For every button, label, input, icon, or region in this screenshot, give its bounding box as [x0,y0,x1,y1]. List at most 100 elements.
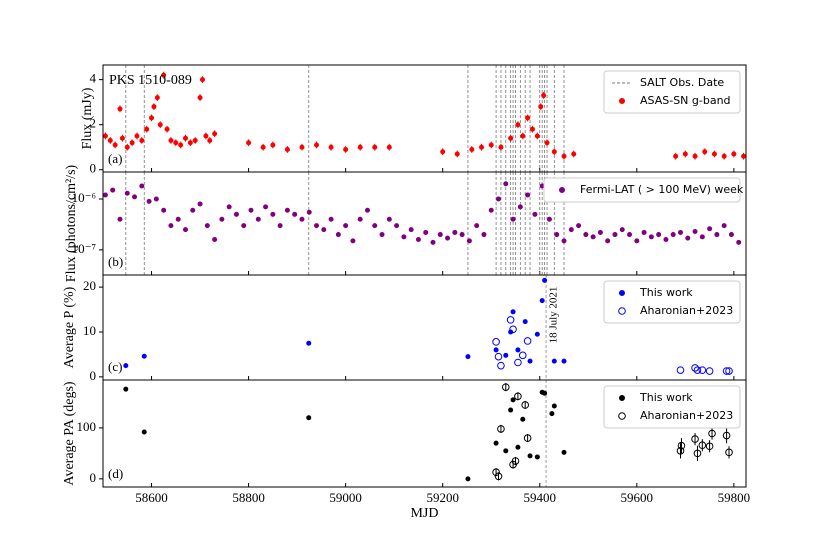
data-point [226,204,232,210]
data-point [721,153,727,159]
data-point [328,144,334,150]
data-point [299,144,305,150]
data-point [534,133,540,139]
data-point [493,347,499,353]
data-point [514,358,522,367]
data-point [394,223,400,229]
data-point [521,401,529,409]
data-point [648,234,654,240]
data-point [561,238,567,244]
data-point [386,144,392,150]
data-point [731,151,737,157]
y-tick-label: 10 [83,323,96,338]
legend-label: Aharonian+2023 [640,409,733,422]
x-tick-label: 59200 [426,490,459,505]
data-point [481,232,487,238]
data-point [182,135,188,141]
data-point [314,142,320,148]
data-point [364,207,370,213]
data-point [379,232,385,238]
data-point [248,207,254,213]
data-point [534,331,540,337]
data-point [168,223,174,229]
data-point [161,207,167,213]
data-point [465,354,471,360]
y-axis-label: Average P (%) [62,286,77,368]
data-point [627,232,633,238]
data-point [711,151,717,157]
data-point [141,429,147,435]
y-tick-label: 10⁻⁷ [72,241,96,256]
data-point [292,211,298,217]
data-point [415,236,421,242]
legend-swatch [619,98,625,104]
y-axis-label: Flux (mJy) [80,87,95,149]
data-point [452,229,458,235]
data-point [509,325,517,334]
data-point [561,358,567,364]
y-axis-label: Average PA (degs) [62,381,77,486]
data-point [511,457,520,465]
data-point [129,140,135,146]
data-point [469,146,475,152]
data-point [522,319,528,325]
data-point [527,358,533,364]
legend-label: Fermi-LAT ( > 100 MeV) week [580,183,744,196]
data-point [479,144,485,150]
data-point [496,196,502,202]
data-point [466,238,472,244]
data-point [492,338,500,346]
data-point [139,183,145,189]
legend-label: SALT Obs. Date [640,76,724,89]
data-point [676,366,685,374]
data-point [321,227,327,233]
panel-label: (d) [108,466,123,481]
data-point [350,238,356,244]
data-point [430,239,436,245]
data-point [529,126,535,132]
data-point [212,131,218,137]
data-point [182,227,188,233]
data-point [736,239,742,245]
chart-title: PKS 1510-089 [109,73,192,88]
data-point [722,431,731,440]
data-point [692,228,698,234]
data-point [488,207,494,213]
data-point [124,190,130,196]
x-tick-label: 58800 [232,490,265,505]
data-point [401,234,407,240]
data-point [722,367,731,375]
legend-swatch [618,412,626,420]
y-tick-label: 4 [90,71,97,86]
data-point [459,232,465,238]
y-tick-label: 0 [90,470,97,485]
data-point [306,340,312,346]
data-point [117,106,123,112]
data-point [107,137,113,143]
data-point [702,149,708,155]
legend: This work Aharonian+2023 [603,280,741,324]
panel-frame [102,379,747,488]
data-point [498,144,504,150]
data-point [551,403,557,409]
data-point [538,104,544,110]
data-point [164,126,170,132]
data-point [705,367,714,375]
data-point [343,146,349,152]
data-point [241,223,247,229]
data-point [544,140,550,146]
data-point [670,232,676,238]
data-point [357,216,363,222]
legend-label: Aharonian+2023 [640,304,733,317]
data-point [539,298,545,304]
data-point [146,198,152,204]
data-point [503,352,509,358]
legend-box [603,70,741,114]
data-point [246,140,252,146]
data-point [698,441,707,450]
y-tick-label: 0 [90,368,97,383]
data-point [474,223,480,229]
data-point [691,435,699,443]
panel-label: (c) [108,359,122,374]
data-point [134,133,140,139]
